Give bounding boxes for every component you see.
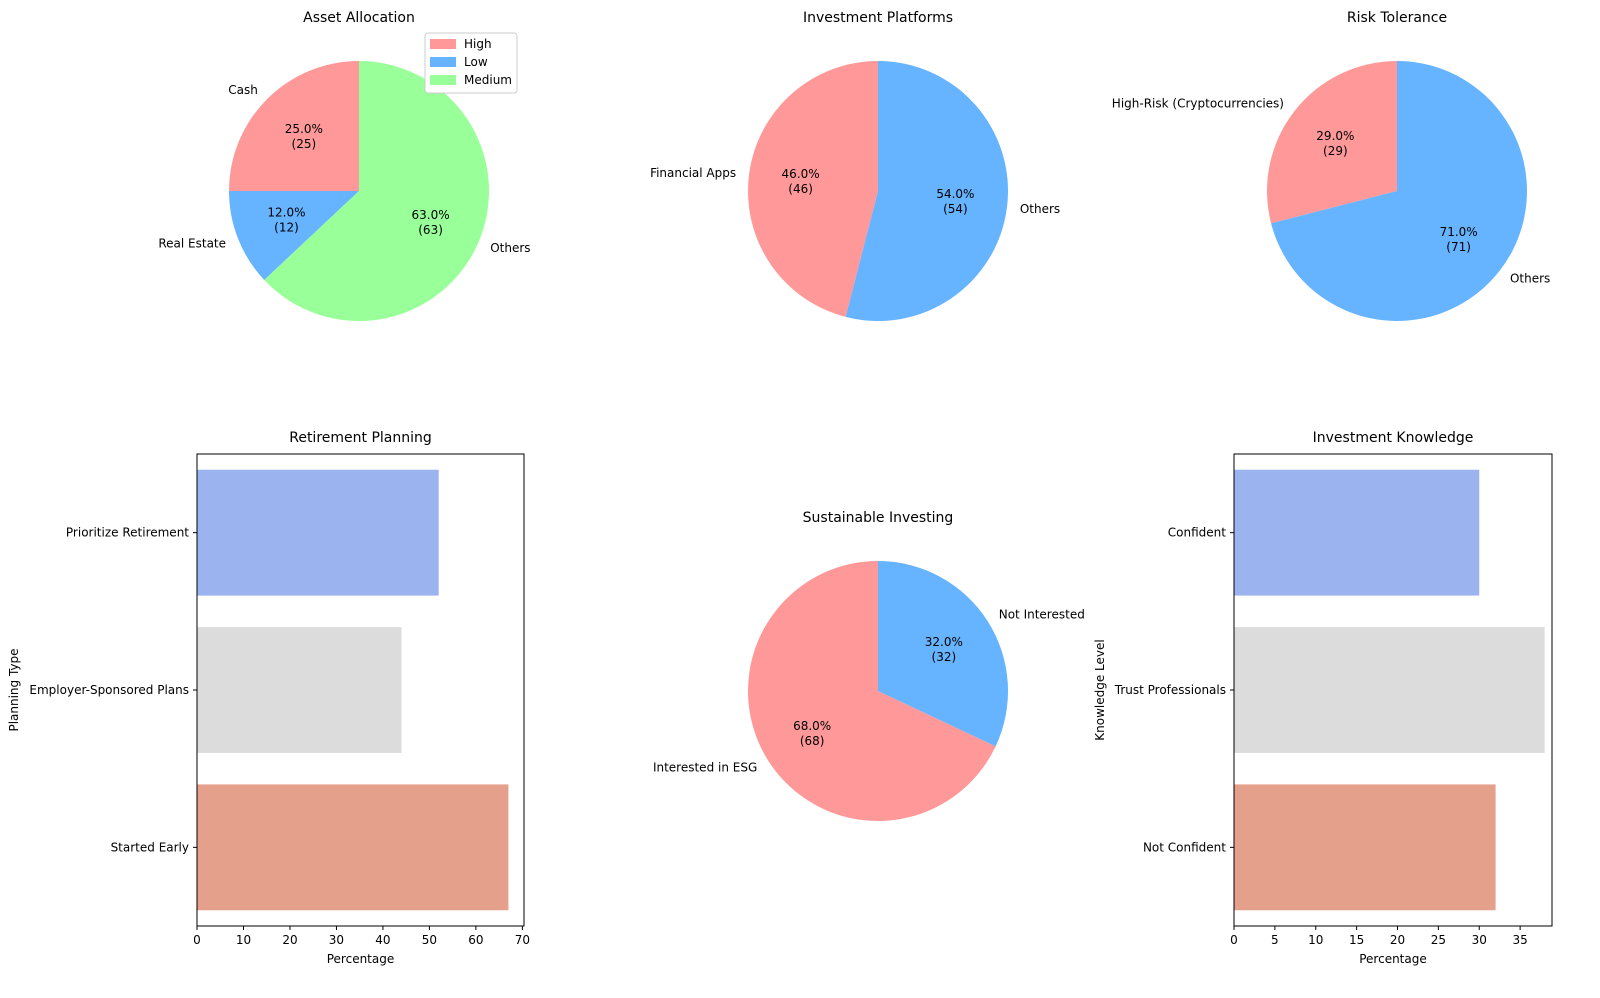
x-tick-label: 30 [329,933,344,947]
pct-line: 29.0% [1316,129,1354,143]
x-tick-label: 50 [422,933,437,947]
slice-pct-label: 71.0% (71) [1440,225,1478,254]
chart-title: Risk Tolerance [1347,10,1447,26]
slice-label: Others [1510,272,1550,286]
pie-slice [229,191,359,280]
pct-line: 68.0% [793,719,831,733]
pct-line: (12) [274,221,299,235]
pie-slice [748,61,878,317]
legend-swatch [430,39,456,49]
x-tick-label: 35 [1512,933,1527,947]
x-tick-label: 20 [1390,933,1405,947]
bar [1234,627,1545,753]
pct-line: 12.0% [267,206,305,220]
x-axis-label: Percentage [327,952,395,966]
pct-line: 46.0% [782,167,820,181]
x-tick-label: 5 [1271,933,1279,947]
x-axis-label: Percentage [1359,952,1427,966]
x-tick-label: 10 [236,933,251,947]
chart-investment-knowledge: Investment Knowledge Confident Trust Profe… [1093,430,1553,966]
slice-label: Financial Apps [650,166,736,180]
chart-title: Retirement Planning [289,430,432,446]
pie-slice [1271,61,1528,321]
x-tick-label: 60 [468,933,483,947]
axes-frame [1233,453,1553,927]
x-tick-label: 15 [1349,933,1364,947]
pie-slice [878,561,1008,747]
bar [1234,784,1496,911]
y-axis-label: Knowledge Level [1093,639,1107,740]
chart-sustainable-investing: Sustainable Investing Interested in ESG 68… [653,510,1085,821]
x-tick-label: 0 [1230,933,1238,947]
x-tick-label: 40 [375,933,390,947]
x-tick-label: 70 [515,933,530,947]
legend-swatch [430,57,456,67]
pie-slice [1267,61,1397,224]
bar [1234,469,1480,596]
legend-entry: High [464,37,492,51]
slice-pct-label: 29.0% (29) [1316,129,1354,158]
y-tick-label: Not Confident [1143,840,1226,854]
chart-asset-allocation: Asset Allocation Cash 25.0% (25) Real Estate… [158,10,531,321]
x-tick-label: 25 [1431,933,1446,947]
legend-swatch [430,75,456,85]
pct-line: (71) [1446,240,1471,254]
y-axis-label: Planning Type [7,648,21,731]
chart-title: Investment Knowledge [1313,430,1474,446]
bar [197,627,402,753]
chart-risk-tolerance: Risk Tolerance High-Risk (Cryptocurrencie… [1112,10,1550,321]
bar [197,469,439,596]
y-tick-label: Prioritize Retirement [66,526,189,540]
pct-line: (25) [292,137,317,151]
pct-line: 32.0% [925,635,963,649]
pct-line: (46) [788,182,813,196]
x-tick-label: 30 [1472,933,1487,947]
slice-pct-label: 46.0% (46) [782,167,820,196]
pct-line: (29) [1323,144,1348,158]
x-tick-label: 20 [282,933,297,947]
slice-label: Others [1020,202,1060,216]
chart-title: Asset Allocation [303,10,415,26]
chart-title: Sustainable Investing [803,510,954,526]
pct-line: (54) [943,202,968,216]
y-tick-label: Confident [1168,526,1226,540]
slice-label: Cash [228,83,258,97]
pct-line: (68) [800,734,825,748]
chart-retirement-planning: Retirement Planning Prioritize Retirement… [7,430,530,966]
slice-label: Interested in ESG [653,761,757,775]
slice-label: Not Interested [999,607,1085,621]
pct-line: 63.0% [412,208,450,222]
legend: High Low Medium [424,32,518,94]
bar [197,784,509,911]
slice-pct-label: 25.0% (25) [285,122,323,151]
slice-pct-label: 68.0% (68) [793,719,831,748]
slice-pct-label: 54.0% (54) [936,187,974,216]
x-tick-label: 10 [1308,933,1323,947]
pct-line: 71.0% [1440,225,1478,239]
slice-label: Others [490,241,530,255]
slice-label: Real Estate [158,237,226,251]
pct-line: 25.0% [285,122,323,136]
chart-title: Investment Platforms [803,10,953,26]
slice-label: High-Risk (Cryptocurrencies) [1112,96,1284,110]
slice-pct-label: 63.0% (63) [412,208,450,237]
x-tick-label: 0 [193,933,201,947]
pct-line: 54.0% [936,187,974,201]
slice-pct-label: 32.0% (32) [925,635,963,664]
y-tick-label: Started Early [111,840,189,854]
y-tick-label: Trust Professionals [1114,683,1226,697]
pie-slice [264,61,489,321]
pct-line: (32) [932,650,957,664]
pie-slice [748,561,996,821]
axes-frame [196,453,525,927]
y-tick-label: Employer-Sponsored Plans [29,683,189,697]
legend-entry: Medium [464,73,512,87]
pie-slice [229,61,359,191]
pie-slice [845,61,1009,322]
pct-line: (63) [418,223,443,237]
slice-pct-label: 12.0% (12) [267,206,305,235]
legend-entry: Low [464,55,488,69]
